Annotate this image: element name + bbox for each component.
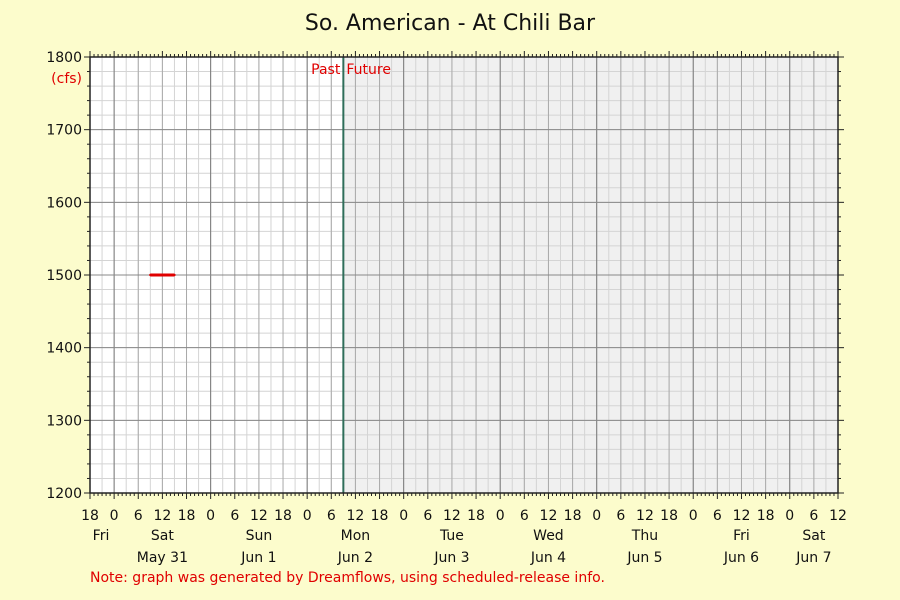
past-label: Past <box>311 62 341 78</box>
x-day-label: Sat <box>802 528 825 544</box>
x-hour-label: 18 <box>274 508 292 524</box>
x-hour-label: 0 <box>785 508 794 524</box>
x-hour-label: 18 <box>564 508 582 524</box>
y-tick-label: 1600 <box>46 195 82 211</box>
y-tick-label: 1700 <box>46 123 82 139</box>
x-day-label: Tue <box>439 528 464 544</box>
x-hour-label: 18 <box>660 508 678 524</box>
x-date-label: May 31 <box>137 550 188 566</box>
x-hour-label: 18 <box>371 508 389 524</box>
x-date-label: Jun 6 <box>723 550 759 566</box>
x-day-label: Fri <box>93 528 110 544</box>
x-hour-label: 12 <box>733 508 751 524</box>
x-day-label: Sat <box>151 528 174 544</box>
x-day-label: Thu <box>631 528 658 544</box>
y-tick-label: 1300 <box>46 413 82 429</box>
y-tick-label: 1200 <box>46 486 82 502</box>
x-date-label: Jun 2 <box>337 550 373 566</box>
x-hour-label: 6 <box>134 508 143 524</box>
grid-lines <box>89 56 839 494</box>
x-date-label: Jun 4 <box>530 550 566 566</box>
now-marker: Past Future <box>311 57 391 493</box>
y-tick-label: 1800 <box>46 50 82 66</box>
x-hour-label: 12 <box>250 508 268 524</box>
y-axis-label: (cfs) <box>51 71 82 87</box>
x-date-label: Jun 1 <box>240 550 276 566</box>
x-hour-label: 6 <box>423 508 432 524</box>
x-hour-label: 6 <box>327 508 336 524</box>
x-hour-label: 0 <box>399 508 408 524</box>
x-hour-label: 12 <box>636 508 654 524</box>
x-hour-label: 6 <box>713 508 722 524</box>
x-hour-label: 6 <box>616 508 625 524</box>
x-hour-label: 12 <box>540 508 558 524</box>
x-hour-label: 6 <box>520 508 529 524</box>
chart-title: So. American - At Chili Bar <box>304 11 596 36</box>
x-hour-label: 0 <box>592 508 601 524</box>
x-hour-label: 12 <box>153 508 171 524</box>
data-point <box>173 273 176 277</box>
y-tick-label: 1400 <box>46 341 82 357</box>
x-hour-label: 18 <box>757 508 775 524</box>
x-hour-label: 6 <box>809 508 818 524</box>
series-layer <box>149 273 176 277</box>
x-hour-label: 0 <box>303 508 312 524</box>
x-hour-label: 12 <box>347 508 365 524</box>
future-label: Future <box>346 62 391 78</box>
x-hour-label: 0 <box>206 508 215 524</box>
x-day-label: Fri <box>733 528 750 544</box>
y-tick-label: 1500 <box>46 268 82 284</box>
x-hour-label: 18 <box>467 508 485 524</box>
axes <box>84 51 844 499</box>
x-day-label: Sun <box>246 528 273 544</box>
x-date-label: Jun 7 <box>795 550 831 566</box>
x-day-label: Mon <box>341 528 371 544</box>
x-hour-label: 12 <box>443 508 461 524</box>
x-hour-label: 18 <box>81 508 99 524</box>
x-date-label: Jun 3 <box>433 550 469 566</box>
x-date-label: Jun 5 <box>626 550 662 566</box>
x-hour-label: 6 <box>230 508 239 524</box>
x-day-label: Wed <box>533 528 564 544</box>
x-hour-label: 0 <box>689 508 698 524</box>
data-point <box>149 273 152 277</box>
x-hour-label: 18 <box>178 508 196 524</box>
x-hour-label: 0 <box>496 508 505 524</box>
footnote: Note: graph was generated by Dreamflows,… <box>90 570 605 586</box>
x-hour-label: 0 <box>110 508 119 524</box>
x-hour-label: 12 <box>829 508 847 524</box>
